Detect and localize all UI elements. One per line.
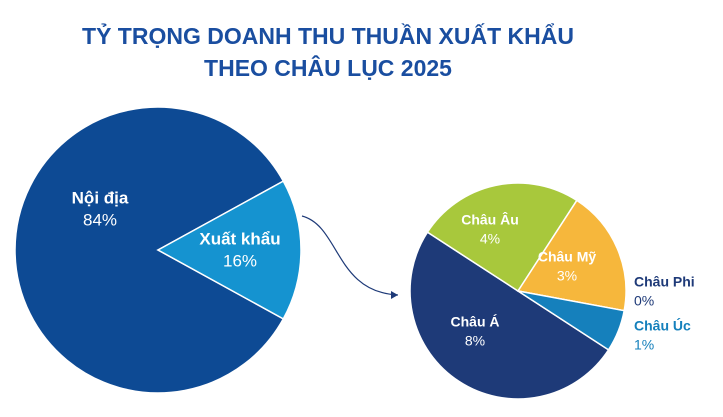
chart-title: THEO CHÂU LỤC 2025 [204, 54, 452, 81]
pie-slice [409, 231, 610, 400]
value-label: 3% [557, 268, 577, 284]
value-label: 84% [83, 210, 117, 229]
arrow-head [391, 291, 398, 299]
slice-label: Châu Âu [461, 211, 519, 228]
connector [301, 215, 399, 296]
pie-slice [14, 106, 285, 394]
slice-label: Châu Úc [634, 317, 691, 334]
value-label: 1% [634, 337, 654, 353]
chart-title: TỶ TRỌNG DOANH THU THUẦN XUẤT KHẨU [82, 21, 574, 49]
pie-slice [517, 290, 626, 351]
slice-label: Nội địa [72, 188, 129, 207]
value-label: 0% [634, 293, 654, 309]
slice-label: Châu Á [451, 314, 500, 330]
slice-label: Châu Phi [634, 274, 695, 290]
value-label: 4% [480, 231, 500, 247]
slice-label: Châu Mỹ [538, 249, 597, 265]
pie-slice [516, 199, 627, 312]
pie-slice [156, 180, 302, 320]
value-label: 16% [223, 251, 257, 270]
value-label: 8% [465, 333, 485, 349]
slice-label: Xuất khẩu [199, 229, 280, 248]
pie-slice [426, 182, 578, 293]
